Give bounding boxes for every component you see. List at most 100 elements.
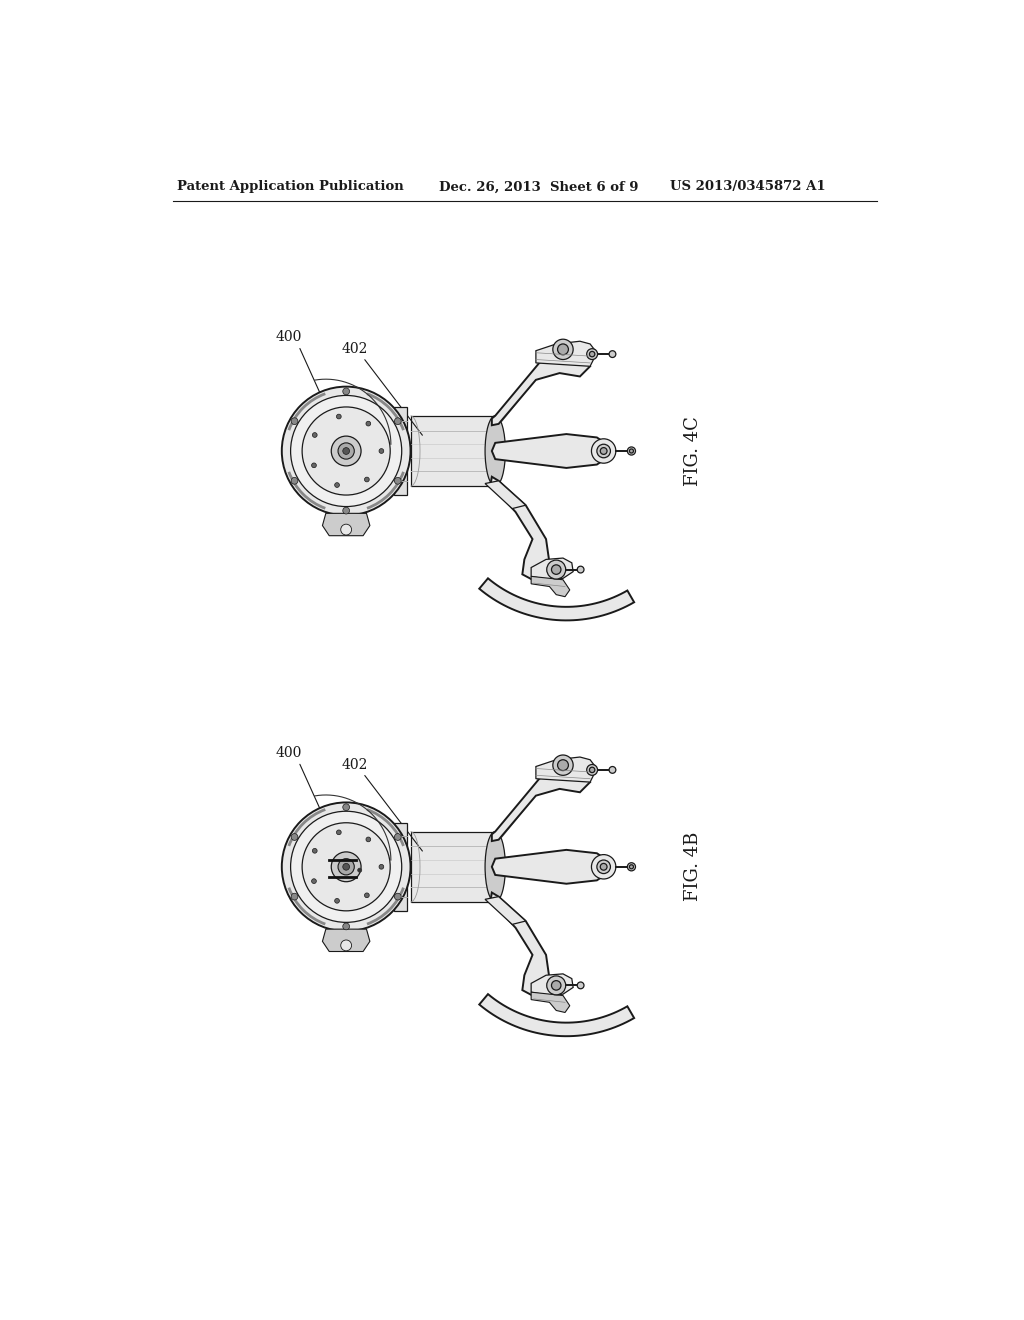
Circle shape: [311, 463, 316, 467]
Circle shape: [291, 812, 401, 923]
Polygon shape: [479, 994, 634, 1036]
Circle shape: [291, 396, 401, 507]
Circle shape: [311, 879, 316, 883]
Polygon shape: [492, 434, 607, 469]
Polygon shape: [323, 929, 370, 952]
Circle shape: [343, 388, 349, 395]
Circle shape: [587, 764, 598, 775]
Text: US 2013/0345872 A1: US 2013/0345872 A1: [670, 181, 825, 194]
Polygon shape: [411, 832, 496, 902]
Circle shape: [302, 822, 390, 911]
Circle shape: [590, 767, 595, 772]
Circle shape: [341, 940, 351, 950]
Circle shape: [338, 444, 354, 459]
Circle shape: [609, 351, 615, 358]
Circle shape: [592, 438, 615, 463]
Circle shape: [394, 418, 401, 425]
Circle shape: [331, 851, 361, 882]
Circle shape: [628, 447, 636, 455]
Circle shape: [365, 892, 370, 898]
Circle shape: [341, 524, 351, 535]
Circle shape: [600, 447, 607, 454]
Circle shape: [291, 894, 298, 900]
Circle shape: [335, 483, 339, 487]
Text: FIG. 4C: FIG. 4C: [684, 416, 701, 486]
Circle shape: [282, 387, 411, 515]
Circle shape: [365, 477, 370, 482]
Text: Patent Application Publication: Patent Application Publication: [177, 181, 403, 194]
Circle shape: [366, 421, 371, 426]
Circle shape: [592, 854, 615, 879]
Circle shape: [357, 869, 361, 873]
Circle shape: [552, 981, 561, 990]
Polygon shape: [492, 352, 590, 425]
Circle shape: [587, 348, 598, 359]
Circle shape: [630, 449, 634, 453]
Polygon shape: [536, 758, 597, 781]
Polygon shape: [479, 578, 634, 620]
Circle shape: [590, 351, 595, 356]
Polygon shape: [393, 407, 408, 495]
Circle shape: [282, 803, 411, 931]
Circle shape: [547, 560, 565, 579]
Polygon shape: [393, 822, 408, 911]
Polygon shape: [492, 850, 607, 884]
Circle shape: [343, 804, 349, 810]
Circle shape: [331, 436, 361, 466]
Circle shape: [312, 849, 317, 853]
Circle shape: [312, 433, 317, 437]
Polygon shape: [485, 896, 525, 924]
Circle shape: [600, 863, 607, 870]
Circle shape: [343, 923, 349, 929]
Polygon shape: [323, 513, 370, 536]
Circle shape: [394, 478, 401, 484]
Text: 402: 402: [342, 342, 369, 356]
Circle shape: [337, 830, 341, 834]
Circle shape: [343, 447, 349, 454]
Circle shape: [578, 566, 584, 573]
Circle shape: [291, 418, 298, 425]
Text: 402: 402: [342, 758, 369, 772]
Polygon shape: [531, 558, 573, 579]
Polygon shape: [531, 993, 569, 1012]
Text: FIG. 4B: FIG. 4B: [684, 832, 701, 902]
Text: 400: 400: [275, 746, 302, 760]
Circle shape: [379, 449, 384, 453]
Circle shape: [335, 899, 339, 903]
Polygon shape: [490, 477, 550, 579]
Circle shape: [302, 407, 390, 495]
Circle shape: [337, 414, 341, 418]
Polygon shape: [531, 974, 573, 995]
Circle shape: [343, 863, 349, 870]
Circle shape: [338, 859, 354, 875]
Circle shape: [558, 345, 568, 355]
Text: 400: 400: [275, 330, 302, 345]
Circle shape: [630, 865, 634, 869]
Circle shape: [558, 760, 568, 771]
Ellipse shape: [485, 832, 506, 902]
Circle shape: [597, 861, 610, 874]
Circle shape: [628, 863, 636, 871]
Circle shape: [394, 834, 401, 841]
Circle shape: [547, 975, 565, 995]
Circle shape: [394, 894, 401, 900]
Polygon shape: [536, 342, 597, 367]
Circle shape: [553, 755, 573, 775]
Polygon shape: [492, 768, 590, 841]
Ellipse shape: [485, 416, 506, 486]
Circle shape: [553, 339, 573, 359]
Polygon shape: [531, 577, 569, 597]
Polygon shape: [485, 480, 525, 508]
Circle shape: [597, 445, 610, 458]
Text: Dec. 26, 2013  Sheet 6 of 9: Dec. 26, 2013 Sheet 6 of 9: [438, 181, 638, 194]
Polygon shape: [490, 892, 550, 995]
Circle shape: [291, 834, 298, 841]
Circle shape: [291, 478, 298, 484]
Circle shape: [379, 865, 384, 869]
Circle shape: [578, 982, 584, 989]
Circle shape: [343, 507, 349, 513]
Polygon shape: [411, 416, 496, 486]
Circle shape: [366, 837, 371, 842]
Circle shape: [552, 565, 561, 574]
Circle shape: [609, 767, 615, 774]
